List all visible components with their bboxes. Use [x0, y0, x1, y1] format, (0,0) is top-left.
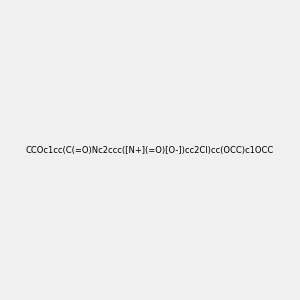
Text: CCOc1cc(C(=O)Nc2ccc([N+](=O)[O-])cc2Cl)cc(OCC)c1OCC: CCOc1cc(C(=O)Nc2ccc([N+](=O)[O-])cc2Cl)c… [26, 146, 274, 154]
